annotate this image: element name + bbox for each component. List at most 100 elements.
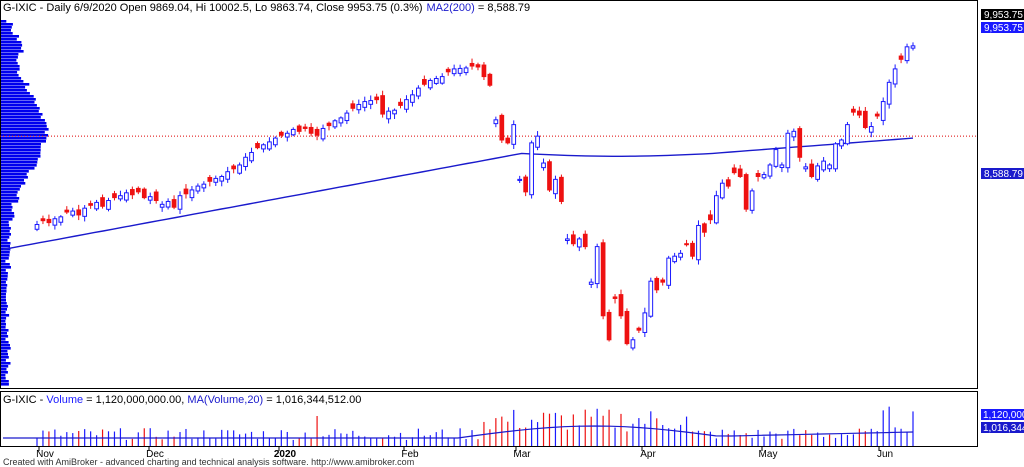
candle-down (857, 110, 862, 116)
candle-up (344, 112, 350, 122)
candle-up (785, 132, 791, 169)
profile-bar (1, 74, 19, 77)
profile-bar (1, 326, 6, 329)
profile-bar (1, 173, 27, 176)
candle-up (696, 224, 701, 261)
volume-header: G-IXIC - Volume = 1,120,000,000.00, MA(V… (3, 394, 361, 406)
candle-down (606, 311, 612, 341)
candle-up (886, 81, 892, 105)
candle-down (797, 128, 803, 158)
candle-up (52, 218, 58, 226)
candle-up (225, 171, 231, 180)
candle-down (129, 189, 135, 196)
volume-profile (1, 20, 49, 386)
profile-bar (1, 365, 9, 368)
profile-bar (1, 329, 9, 332)
candle-up (356, 103, 362, 111)
profile-bar (1, 338, 6, 341)
candle-down (141, 188, 147, 199)
candle-up (416, 87, 421, 97)
candle-up (249, 151, 254, 162)
candle-down (487, 73, 493, 86)
profile-bar (1, 77, 22, 80)
candle-up (332, 120, 338, 128)
header-info: Daily 6/9/2020 Open 9869.04, Hi 10002.5,… (46, 2, 422, 14)
profile-bar (1, 104, 37, 107)
header-symbol: G-IXIC (3, 2, 37, 14)
candle-up (493, 119, 499, 125)
profile-bar (1, 284, 8, 287)
candle-up (82, 207, 88, 217)
x-tick-label: Jun (877, 449, 893, 460)
candle-down (231, 165, 237, 170)
candle-up (648, 280, 654, 317)
header-ma-eq: = 8,588.79 (475, 2, 530, 14)
candle-down (725, 179, 731, 187)
candle-up (147, 196, 153, 201)
profile-bar (1, 230, 10, 233)
candle-up (427, 79, 433, 89)
candle-up (892, 68, 898, 85)
candle-down (421, 79, 427, 85)
profile-bar (1, 188, 20, 191)
x-tick-label: Dec (146, 449, 164, 460)
candle-up (284, 132, 290, 138)
x-tick-label: 2020 (274, 449, 297, 460)
profile-bar (1, 29, 11, 32)
volume-pane-frame (0, 391, 978, 447)
profile-bar (1, 26, 12, 29)
volume-tag: 1,120,000 (981, 409, 1024, 421)
candle-up (410, 94, 415, 103)
candle-up (827, 164, 832, 170)
profile-bar (1, 128, 49, 131)
candle-up (749, 190, 755, 211)
candle-down (469, 62, 475, 67)
volume-tag-text: 1,120,000 (983, 410, 1024, 421)
profile-bar (1, 131, 45, 134)
profile-bar (1, 251, 10, 254)
candle-up (106, 200, 111, 210)
profile-bar (1, 56, 18, 59)
profile-bar (1, 374, 6, 377)
profile-bar (1, 239, 8, 242)
candle-up (910, 45, 916, 49)
profile-bar (1, 143, 41, 146)
candle-down (153, 191, 159, 201)
candle-down (636, 327, 642, 331)
price-tag-close-blue: 9,953.75 (981, 22, 1024, 34)
profile-bar (1, 257, 9, 260)
candle-down (445, 68, 451, 73)
candle-down (582, 233, 588, 248)
candle-down (374, 96, 380, 101)
candle-down (570, 234, 576, 245)
profile-bar (1, 305, 8, 308)
candle-down (499, 114, 505, 141)
profile-bar (1, 113, 43, 116)
candle-down (702, 223, 707, 233)
volume-bars (36, 406, 914, 446)
profile-bar (1, 68, 20, 71)
candle-up (368, 100, 374, 105)
candle-up (845, 124, 850, 145)
candle-up (773, 149, 779, 167)
price-tag-close-blue-text: 9,953.75 (984, 23, 1023, 34)
profile-bar (1, 236, 10, 239)
candle-up (767, 164, 773, 177)
profile-bar (1, 107, 40, 110)
profile-bar (1, 179, 24, 182)
candle-up (529, 142, 534, 196)
candle-up (517, 178, 523, 181)
profile-bar (1, 83, 30, 86)
candle-up (535, 135, 540, 148)
candle-up (237, 164, 242, 174)
profile-bar (1, 197, 20, 200)
price-tag-close-black: 9,953.75 (981, 9, 1024, 21)
candle-down (88, 203, 93, 206)
profile-bar (1, 323, 6, 326)
profile-bar (1, 314, 10, 317)
profile-bar (1, 380, 9, 383)
profile-bar (1, 50, 24, 53)
candle-down (755, 172, 761, 177)
candle-down (654, 277, 660, 291)
candle-down (600, 242, 606, 317)
